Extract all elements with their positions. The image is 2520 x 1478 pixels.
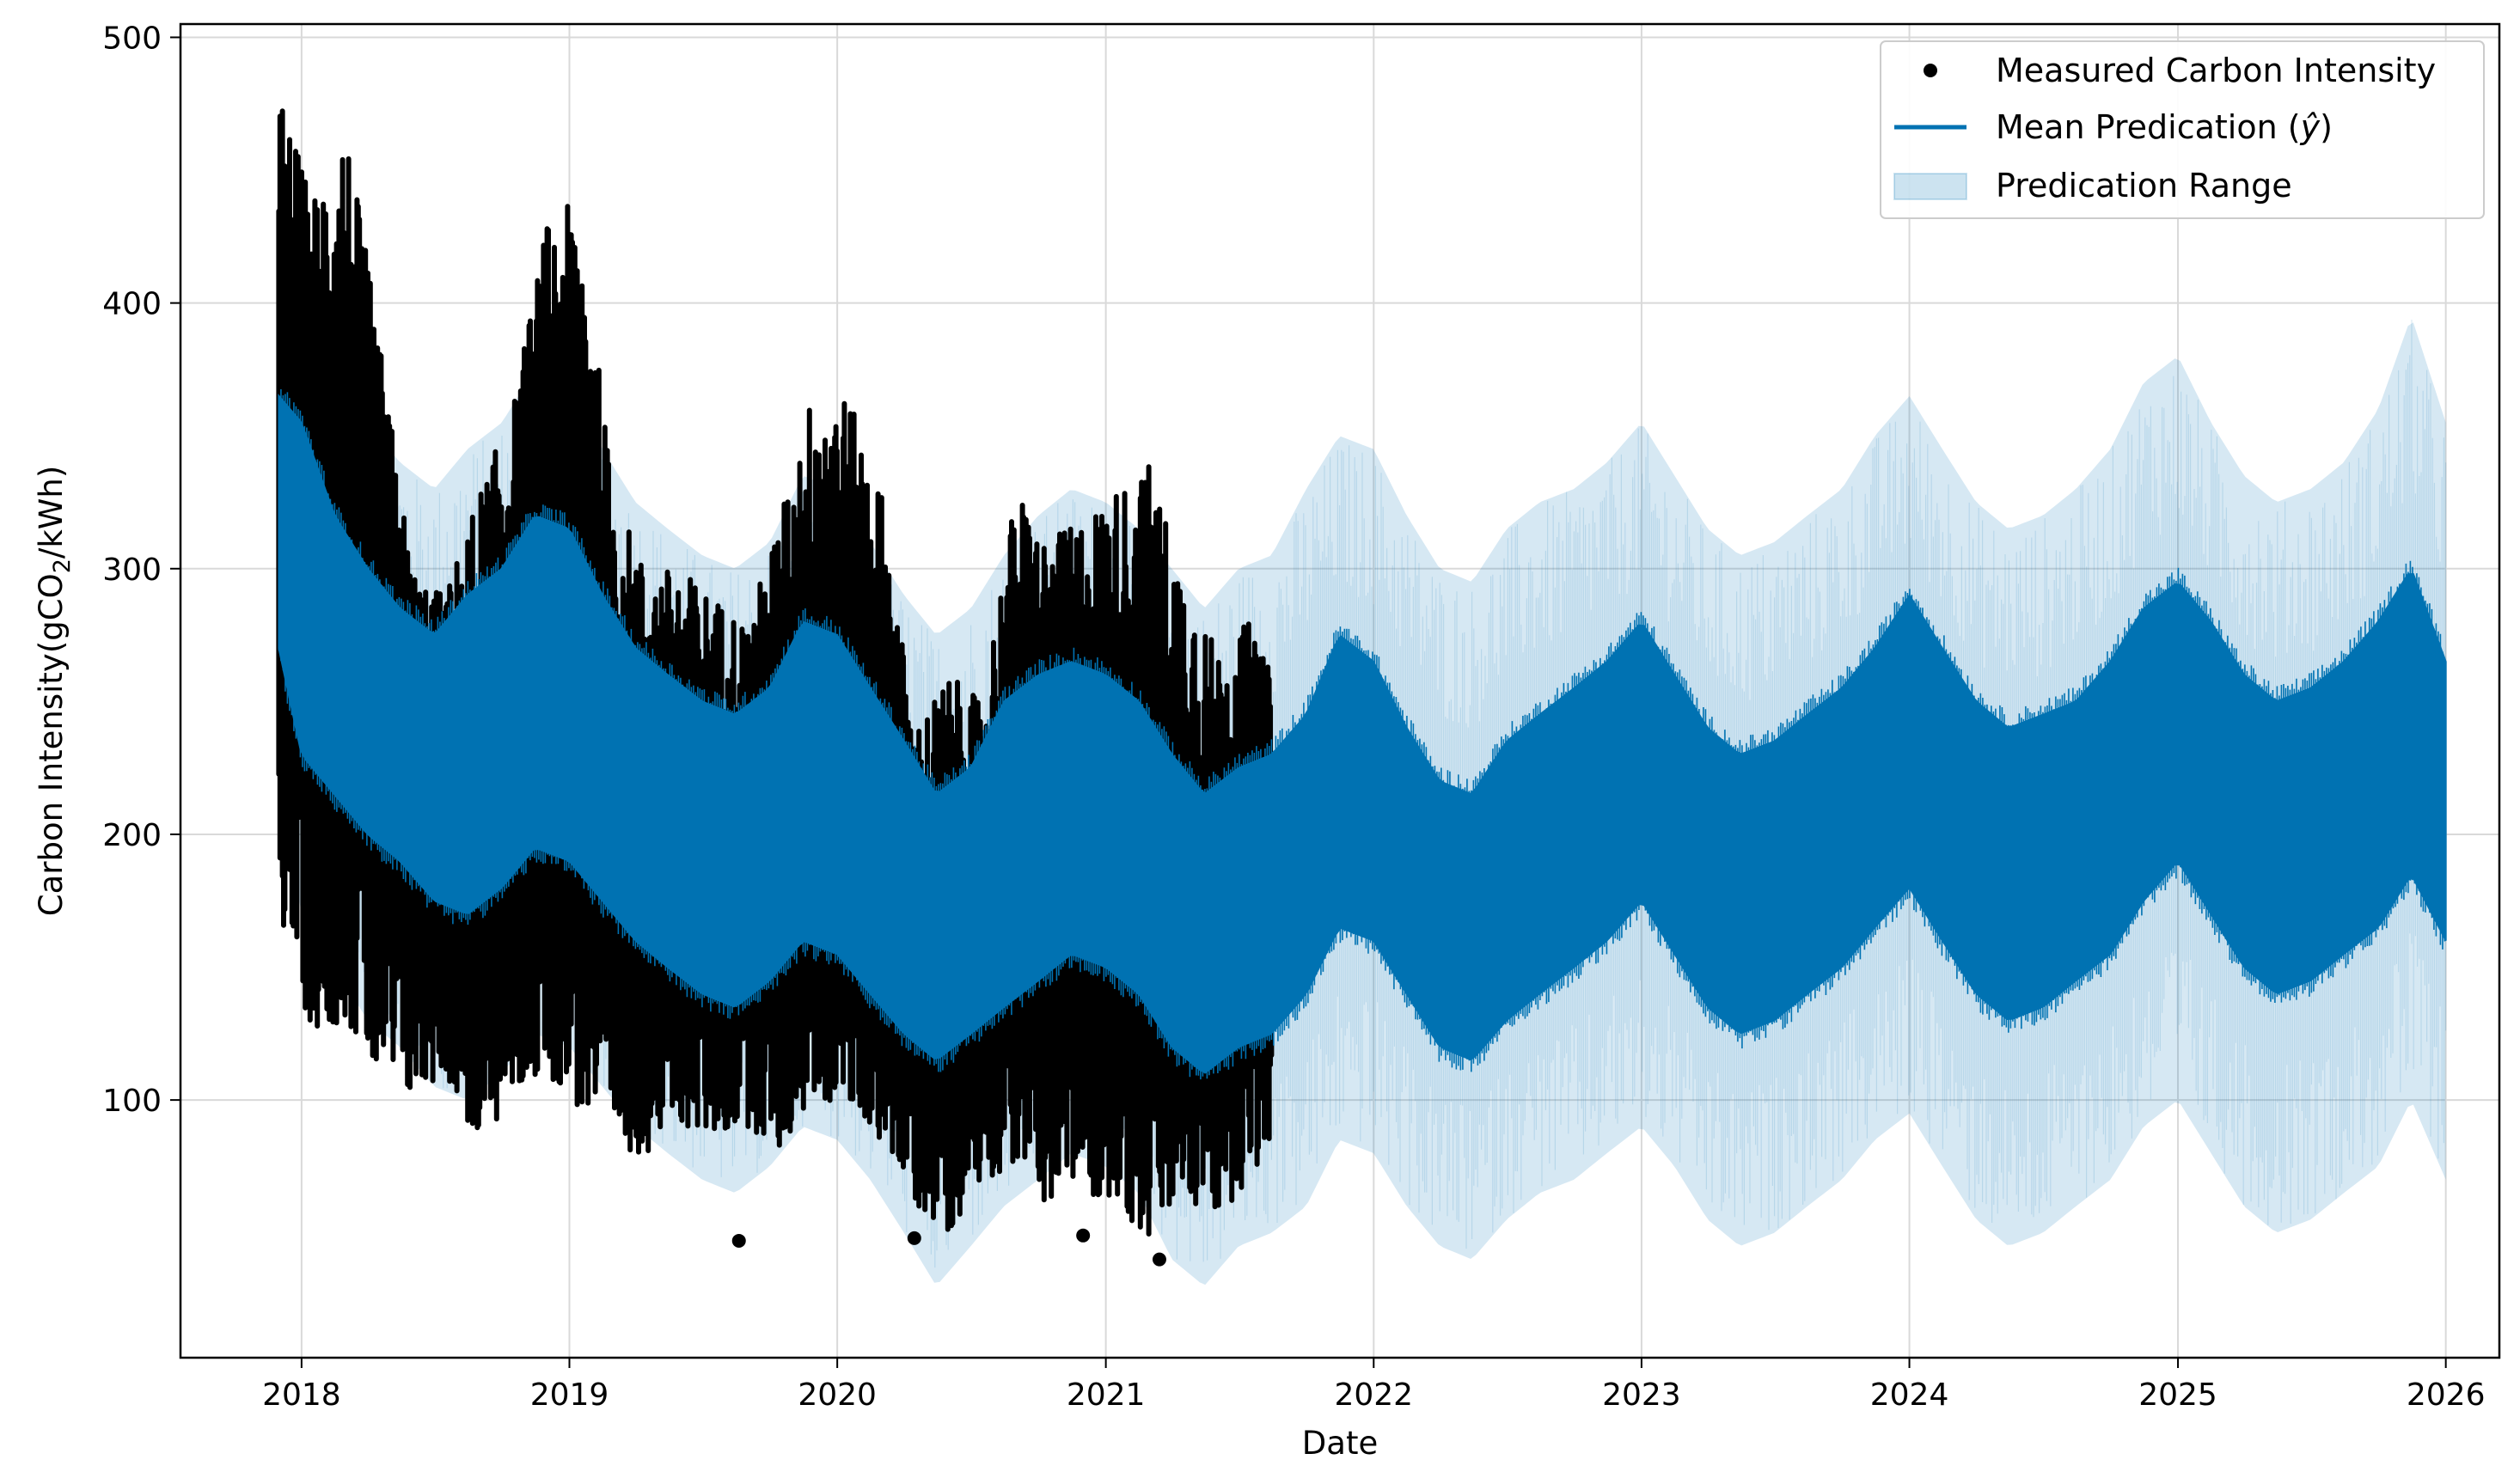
legend-mean-label-prefix: Mean Predication ( (1996, 108, 2301, 146)
y-tick-label: 200 (102, 818, 162, 853)
legend-box (1880, 40, 2485, 219)
mean-predication-line (278, 389, 2446, 1080)
y-axis-label-main: Carbon Intensity(gCO (33, 573, 70, 916)
x-tick-label: 2024 (1870, 1377, 1949, 1413)
y-tick-label: 100 (102, 1084, 162, 1119)
x-tick-label: 2021 (1067, 1377, 1146, 1413)
y-axis-ticks: 100 200 300 400 500 (102, 21, 180, 1119)
legend-mean-label: Mean Predication (ŷ) (1996, 108, 2333, 146)
measured-point (1152, 1252, 1166, 1267)
x-tick-label: 2023 (1602, 1377, 1681, 1413)
y-axis-label-suffix: /kWh) (33, 466, 70, 559)
y-axis-label-subscript: 2 (49, 559, 76, 573)
measured-point (731, 1233, 746, 1248)
x-tick-label: 2022 (1334, 1377, 1413, 1413)
legend-range-swatch-icon (1893, 173, 1967, 200)
x-tick-label: 2018 (262, 1377, 341, 1413)
legend-measured-marker-icon (1924, 64, 1937, 77)
mean-predication-band (278, 389, 2447, 1080)
legend-mean-label-symbol: ŷ (2300, 108, 2321, 146)
x-tick-label: 2026 (2407, 1377, 2486, 1413)
measured-point (907, 1231, 921, 1245)
x-axis-label: Date (1302, 1425, 1378, 1462)
y-tick-label: 500 (102, 21, 162, 56)
plot-frame (179, 22, 2501, 1359)
measured-point (1076, 1228, 1091, 1243)
x-tick-label: 2020 (798, 1377, 877, 1413)
legend-measured-label: Measured Carbon Intensity (1996, 52, 2436, 89)
x-tick-label: 2025 (2138, 1377, 2217, 1413)
legend: Measured Carbon Intensity Mean Predicati… (1880, 40, 2485, 219)
y-tick-label: 300 (102, 553, 162, 588)
legend-mean-label-suffix: ) (2320, 108, 2333, 146)
x-tick-label: 2019 (530, 1377, 609, 1413)
y-axis-label: Carbon Intensity(gCO2/kWh) (33, 466, 76, 917)
legend-range-label: Predication Range (1996, 167, 2292, 205)
x-axis-ticks: 2018 2019 2020 2021 2022 2023 2024 2025 2026 (262, 1358, 2485, 1413)
y-tick-label: 400 (102, 287, 162, 322)
